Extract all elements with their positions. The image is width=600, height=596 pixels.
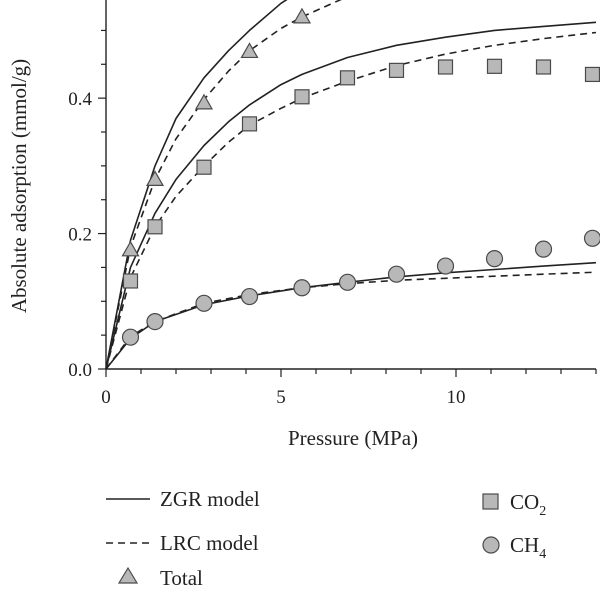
legend-ch4-subscript: 4 [539, 547, 546, 562]
zgr-co2-curve [105, 21, 597, 370]
legend-ch4-base: CH [510, 533, 539, 557]
zgr-total-curve [105, 0, 288, 370]
total-point [121, 240, 140, 257]
co2-point [294, 89, 310, 105]
total-point [240, 42, 259, 59]
legend-co2-label: CO2 [510, 490, 546, 519]
y-tick-label: 0.4 [68, 89, 92, 110]
ch4-point [534, 240, 553, 258]
co2-point [584, 66, 600, 83]
co2-point [241, 116, 258, 132]
y-tick-label: 0.2 [68, 225, 92, 246]
y-tick-label: 0.0 [68, 360, 92, 381]
x-tick-label: 10 [447, 387, 466, 408]
legend-co2-base: CO [510, 490, 539, 514]
y-axis-title: Absolute adsorption (mmol/g) [7, 59, 31, 313]
legend-co2-subscript: 2 [539, 504, 546, 519]
co2-point [196, 159, 212, 175]
co2-point [147, 219, 163, 235]
co2-point [388, 62, 405, 78]
ch4-point [387, 265, 406, 283]
tick-labels: 0.00.20.40.60510 [68, 89, 466, 408]
co2-point [339, 70, 356, 86]
legend-ch4-label: CH4 [510, 533, 546, 562]
ch4-point [146, 313, 164, 331]
ch4-point [293, 279, 311, 297]
ch4-point [240, 287, 259, 306]
co2-point [122, 273, 139, 289]
total-point [292, 7, 312, 24]
co2-point [437, 59, 454, 75]
ch4-point [485, 250, 504, 268]
x-tick-label: 0 [101, 387, 111, 408]
total-point [145, 170, 165, 186]
lrc-co2-curve [105, 31, 597, 370]
legend-zgr-label: ZGR model [160, 487, 260, 511]
data-points [121, 7, 600, 346]
legend-co2-marker [482, 493, 499, 510]
co2-point [535, 59, 552, 75]
ch4-point [121, 328, 140, 346]
axes [98, 0, 597, 377]
total-point [194, 93, 214, 110]
x-tick-label: 5 [276, 387, 286, 408]
legend-total-marker [117, 566, 139, 584]
legend-ch4-marker [482, 536, 500, 554]
ch4-point [195, 294, 213, 312]
co2-point [486, 58, 503, 74]
legend-lrc-label: LRC model [160, 531, 259, 555]
ch4-point [436, 257, 455, 275]
legend: ZGR model LRC model Total CO2 CH4 [106, 487, 546, 590]
legend-total-label: Total [160, 566, 203, 590]
model-curves [105, 0, 597, 370]
ch4-point [338, 273, 357, 291]
x-axis-title: Pressure (MPa) [288, 426, 418, 450]
ch4-point [583, 229, 600, 247]
